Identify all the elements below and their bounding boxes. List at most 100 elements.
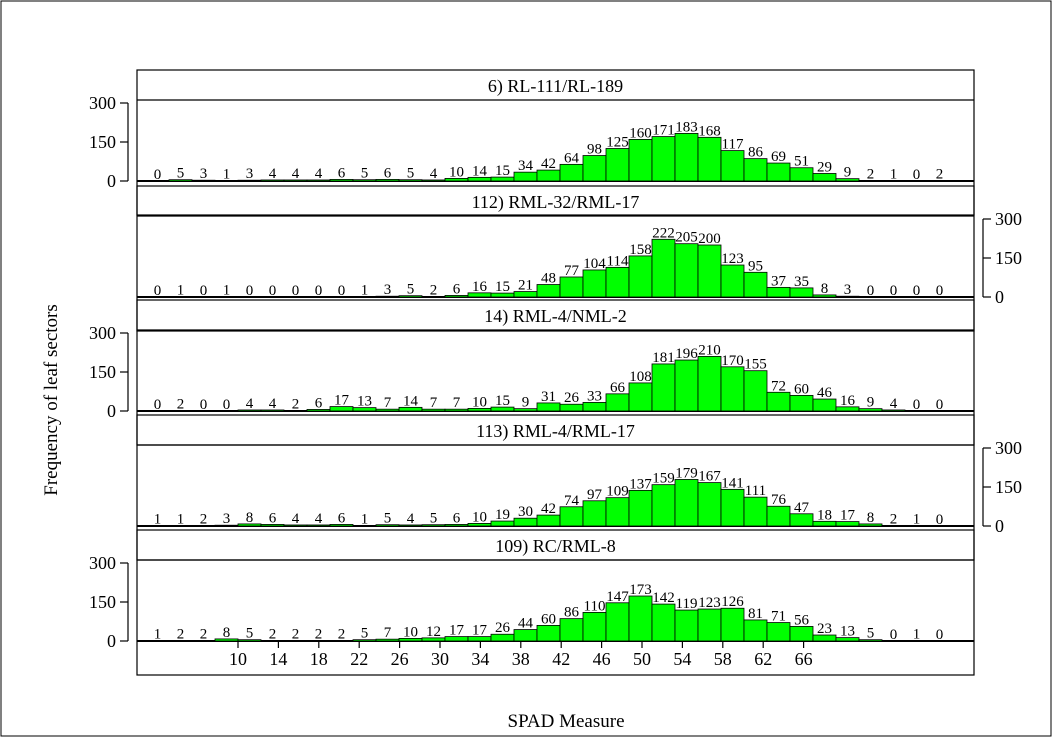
bar-value-label: 0 (200, 397, 208, 413)
bar-value-label: 1 (154, 627, 162, 643)
y-tick-label: 150 (89, 592, 116, 612)
bar (766, 622, 791, 642)
bar-value-label: 1 (890, 167, 898, 183)
y-tick-label: 0 (107, 401, 116, 421)
bar-value-label: 1 (177, 283, 185, 299)
x-tick-label: 10 (229, 649, 247, 669)
bar-value-label: 0 (913, 397, 921, 413)
bar-value-label: 4 (430, 166, 438, 182)
x-tick-label: 58 (714, 649, 732, 669)
x-tick-label: 22 (350, 649, 368, 669)
bar-value-label: 30 (518, 504, 533, 520)
bar-value-label: 4 (315, 511, 323, 527)
bar-value-label: 0 (154, 397, 162, 413)
bar-value-label: 13 (840, 624, 855, 640)
bar-value-label: 33 (587, 388, 602, 404)
bar (789, 626, 814, 642)
bar-value-label: 21 (518, 278, 533, 294)
bar-value-label: 7 (430, 395, 438, 411)
bar-value-label: 31 (541, 389, 556, 405)
bar-value-label: 6 (338, 510, 346, 526)
bar-value-label: 147 (606, 589, 629, 605)
bar-value-label: 2 (890, 511, 898, 527)
bar-value-label: 0 (890, 627, 898, 643)
bar-value-label: 2 (177, 396, 185, 412)
bar-value-label: 44 (518, 616, 534, 632)
bar (743, 496, 768, 527)
y-tick-label: 150 (995, 477, 1022, 497)
bar-value-label: 64 (564, 150, 580, 166)
x-axis: 10 14 18 22 26 30 34 38 42 46 50 54 58 62 66 (229, 641, 813, 669)
bar-value-label: 14 (472, 163, 488, 179)
bar-value-label: 5 (177, 166, 185, 182)
bar (743, 370, 768, 412)
y-tick-label: 300 (995, 209, 1022, 229)
bar-value-label: 200 (698, 231, 721, 247)
bar (605, 497, 630, 527)
bar (674, 609, 699, 642)
bar-value-label: 81 (748, 606, 763, 622)
bar-value-label: 7 (453, 395, 461, 411)
bar-value-label: 4 (269, 166, 277, 182)
bar (766, 505, 791, 527)
bar (628, 382, 653, 412)
bar-value-label: 69 (771, 149, 786, 165)
x-axis-label: SPAD Measure (508, 711, 625, 732)
bar (674, 479, 699, 527)
bar (789, 394, 814, 412)
bar-value-label: 0 (913, 167, 921, 183)
bar-value-label: 4 (269, 396, 277, 412)
bar-value-label: 111 (745, 483, 766, 499)
x-tick-label: 46 (593, 649, 611, 669)
bar-value-label: 12 (426, 624, 441, 640)
bar-value-label: 15 (495, 279, 510, 295)
bar-value-label: 114 (607, 253, 629, 269)
bar-value-label: 0 (338, 283, 346, 299)
bar-value-label: 0 (936, 397, 944, 413)
bar-value-label: 109 (606, 484, 629, 500)
bar (582, 269, 607, 298)
bar (697, 355, 722, 412)
bar-value-label: 29 (817, 159, 832, 175)
bar-value-label: 4 (292, 511, 300, 527)
bar (651, 484, 676, 527)
bar-value-label: 2 (200, 511, 208, 527)
bar-value-label: 6 (453, 281, 461, 297)
bar (743, 619, 768, 642)
bar-value-label: 167 (698, 469, 721, 485)
bar-value-label: 8 (246, 510, 254, 526)
bar-value-label: 5 (430, 511, 438, 527)
bar-value-label: 23 (817, 621, 832, 637)
bar-value-label: 170 (721, 353, 744, 369)
bar (582, 155, 607, 182)
bar-value-label: 46 (817, 385, 833, 401)
x-tick-label: 66 (795, 649, 813, 669)
bar-value-label: 8 (223, 625, 231, 641)
x-tick-label: 30 (431, 649, 449, 669)
bar-value-label: 142 (652, 590, 675, 606)
bar-value-label: 77 (564, 263, 580, 279)
bar-value-label: 196 (675, 346, 698, 362)
bar-value-label: 4 (246, 396, 254, 412)
bar-value-label: 1 (361, 283, 369, 299)
bar-value-label: 123 (721, 251, 744, 267)
bar-value-label: 1 (913, 512, 921, 528)
bar-value-label: 179 (675, 465, 698, 481)
bar-value-label: 0 (936, 512, 944, 528)
bar (697, 608, 722, 642)
bar-value-label: 0 (154, 167, 162, 183)
panel-title: 113) RML-4/RML-17 (476, 421, 635, 442)
bar-value-label: 1 (361, 512, 369, 528)
bar-value-label: 18 (817, 507, 832, 523)
bar-value-label: 3 (384, 282, 392, 298)
x-tick-label: 42 (552, 649, 570, 669)
y-tick-label: 150 (89, 132, 116, 152)
y-tick-label: 0 (107, 631, 116, 651)
bar (858, 639, 883, 642)
bar-value-label: 66 (610, 380, 626, 396)
bar (789, 287, 814, 298)
bar-value-label: 173 (629, 582, 652, 598)
